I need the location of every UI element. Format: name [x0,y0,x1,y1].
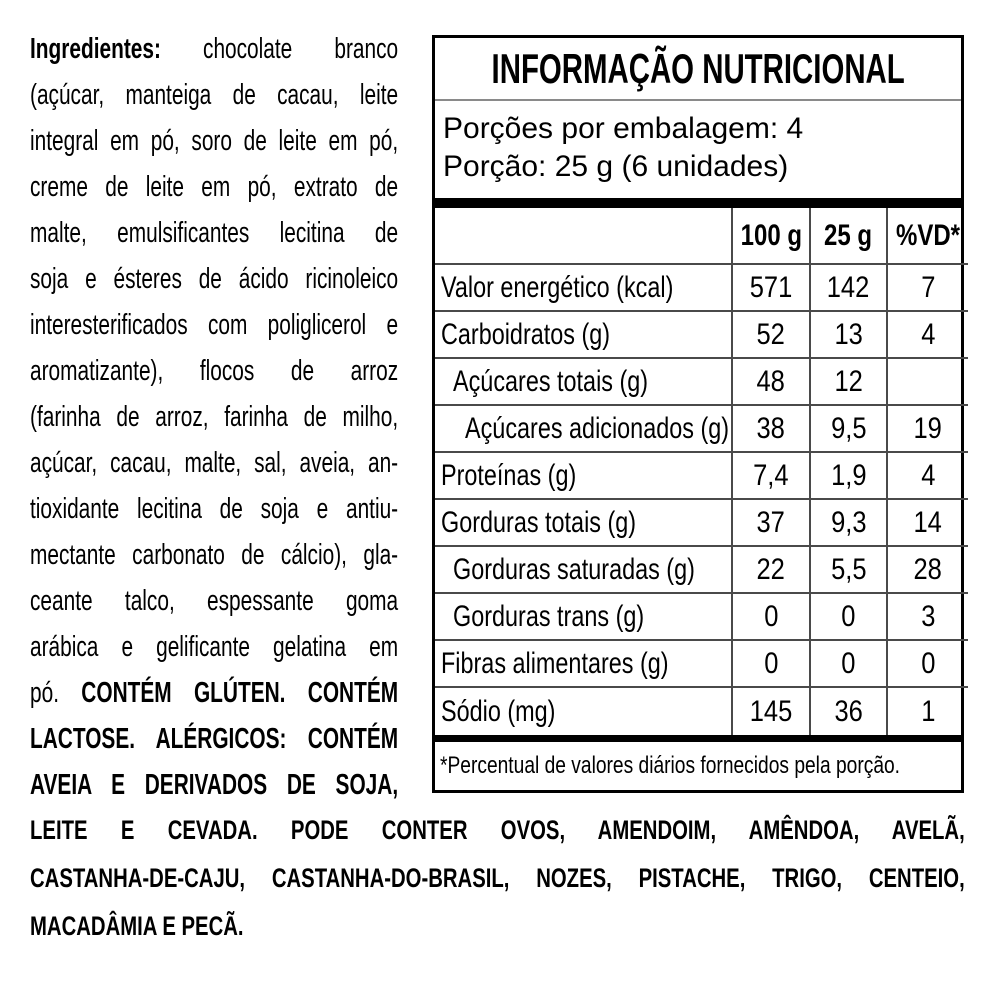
value-percent-vd: 1 [886,688,968,735]
allergen-statement: LEITE E CEVADA. PODE CONTER OVOS, AMENDO… [30,806,965,950]
value-per-25g: 0 [809,641,886,688]
ingredients-line: arábica e gelificante gelatina em [30,631,399,663]
servings-per-package: Porções por embalagem: 4 [443,112,804,145]
nutrient-label: Valor energético (kcal) [435,265,731,312]
value-percent-vd: 4 [886,312,969,359]
footnote: *Percentual de valores diários fornecido… [435,742,961,790]
ingredients-line: mectante carbonato de cálcio), gla- [30,539,399,571]
divider-bar [435,198,961,208]
footnote-text: *Percentual de valores diários fornecido… [440,752,901,779]
allergen-line: LEITE E CEVADA. PODE CONTER OVOS, AMENDO… [30,815,965,845]
value-percent-vd: 19 [886,406,969,453]
serving-info: Porções por embalagem: 4 Porção: 25 g (6… [435,101,961,198]
ingredients-text: Ingredientes: chocolate branco (açúcar, … [30,26,398,808]
ingredients-line: açúcar, cacau, malte, sal, aveia, an- [30,447,399,479]
value-per-25g: 12 [809,359,886,406]
value-per-25g: 1,9 [809,453,886,500]
value-per-100g: 48 [731,359,809,406]
ingredients-line: tioxidante lecitina de soja e antiu- [30,493,399,525]
ingredients-line: malte, emulsificantes lecitina de [30,217,399,249]
ingredients-heading: Ingredientes: [30,33,161,65]
value-percent-vd: 3 [886,594,969,641]
ingredients-line: pó. CONTÉM GLÚTEN. CONTÉM [30,677,399,709]
divider-bar [435,735,961,742]
nutrient-label: Açúcares adicionados (g) [435,406,731,453]
ingredients-line: Ingredientes: chocolate branco [30,33,399,65]
nutrition-table-title: INFORMAÇÃO NUTRICIONAL [491,44,905,92]
value-per-100g: 37 [731,500,809,547]
value-per-100g: 0 [731,641,809,688]
value-per-100g: 22 [731,547,809,594]
ingredients-line: (farinha de arroz, farinha de milho, [30,401,399,433]
value-percent-vd: 28 [886,547,969,594]
column-header-empty [435,208,731,265]
nutrient-label: Carboidratos (g) [435,312,731,359]
value-per-100g: 145 [731,688,809,735]
contains-gluten-statement: CONTÉM GLÚTEN. CONTÉM [81,677,399,709]
nutrient-label: Gorduras trans (g) [435,594,731,641]
value-percent-vd: 14 [886,500,969,547]
value-per-100g: 7,4 [731,453,809,500]
value-per-25g: 142 [809,265,886,312]
value-per-25g: 9,5 [809,406,886,453]
nutrition-table-header: INFORMAÇÃO NUTRICIONAL [435,38,961,101]
value-per-100g: 571 [731,265,809,312]
nutrient-label: Sódio (mg) [441,694,556,728]
value-per-100g: 38 [731,406,809,453]
value-percent-vd: 4 [886,453,969,500]
value-per-25g: 5,5 [809,547,886,594]
value-per-25g: 0 [809,594,886,641]
nutrition-grid: 100 g 25 g %VD* Valor energético (kcal) … [435,208,969,735]
nutrient-label: Gorduras saturadas (g) [435,547,731,594]
value-percent-vd: 7 [886,265,969,312]
column-header-vd: %VD* [886,208,969,265]
ingredients-line: creme de leite em pó, extrato de [30,171,399,203]
ingredients-line: AVEIA E DERIVADOS DE SOJA, [30,769,399,801]
value-percent-vd [886,359,969,406]
ingredients-text-inner: Ingredientes: chocolate branco (açúcar, … [30,26,398,808]
value-percent-vd: 0 [886,641,969,688]
nutrient-label: Proteínas (g) [435,453,731,500]
ingredients-line: integral em pó, soro de leite em pó, [30,125,399,157]
value-per-100g: 0 [731,594,809,641]
ingredients-line: soja e ésteres de ácido ricinoleico [30,263,399,295]
value-per-25g: 9,3 [809,500,886,547]
nutrient-label: Açúcares totais (g) [435,359,731,406]
serving-size: Porção: 25 g (6 unidades) [443,150,789,183]
value-per-25g: 36 [809,688,886,735]
ingredients-line: (açúcar, manteiga de cacau, leite [30,79,399,111]
column-header-100g: 100 g [731,208,809,265]
nutrient-label: Fibras alimentares (g) [435,641,731,688]
nutrient-label: Gorduras totais (g) [435,500,731,547]
ingredients-line: LACTOSE. ALÉRGICOS: CONTÉM [30,723,399,755]
nutrition-table: INFORMAÇÃO NUTRICIONAL Porções por embal… [432,35,969,793]
allergen-line: MACADÂMIA E PECÃ. [30,911,244,941]
column-header-25g: 25 g [809,208,886,265]
ingredients-line: ceante talco, espessante goma [30,585,399,617]
allergen-statement-inner: LEITE E CEVADA. PODE CONTER OVOS, AMENDO… [30,806,965,950]
value-per-25g: 13 [809,312,886,359]
value-per-100g: 52 [731,312,809,359]
allergen-line: CASTANHA-DE-CAJU, CASTANHA-DO-BRASIL, NO… [30,863,965,893]
ingredients-line: interesterificados com poliglicerol e [30,309,399,341]
ingredients-line: aromatizante), flocos de arroz [30,355,399,387]
